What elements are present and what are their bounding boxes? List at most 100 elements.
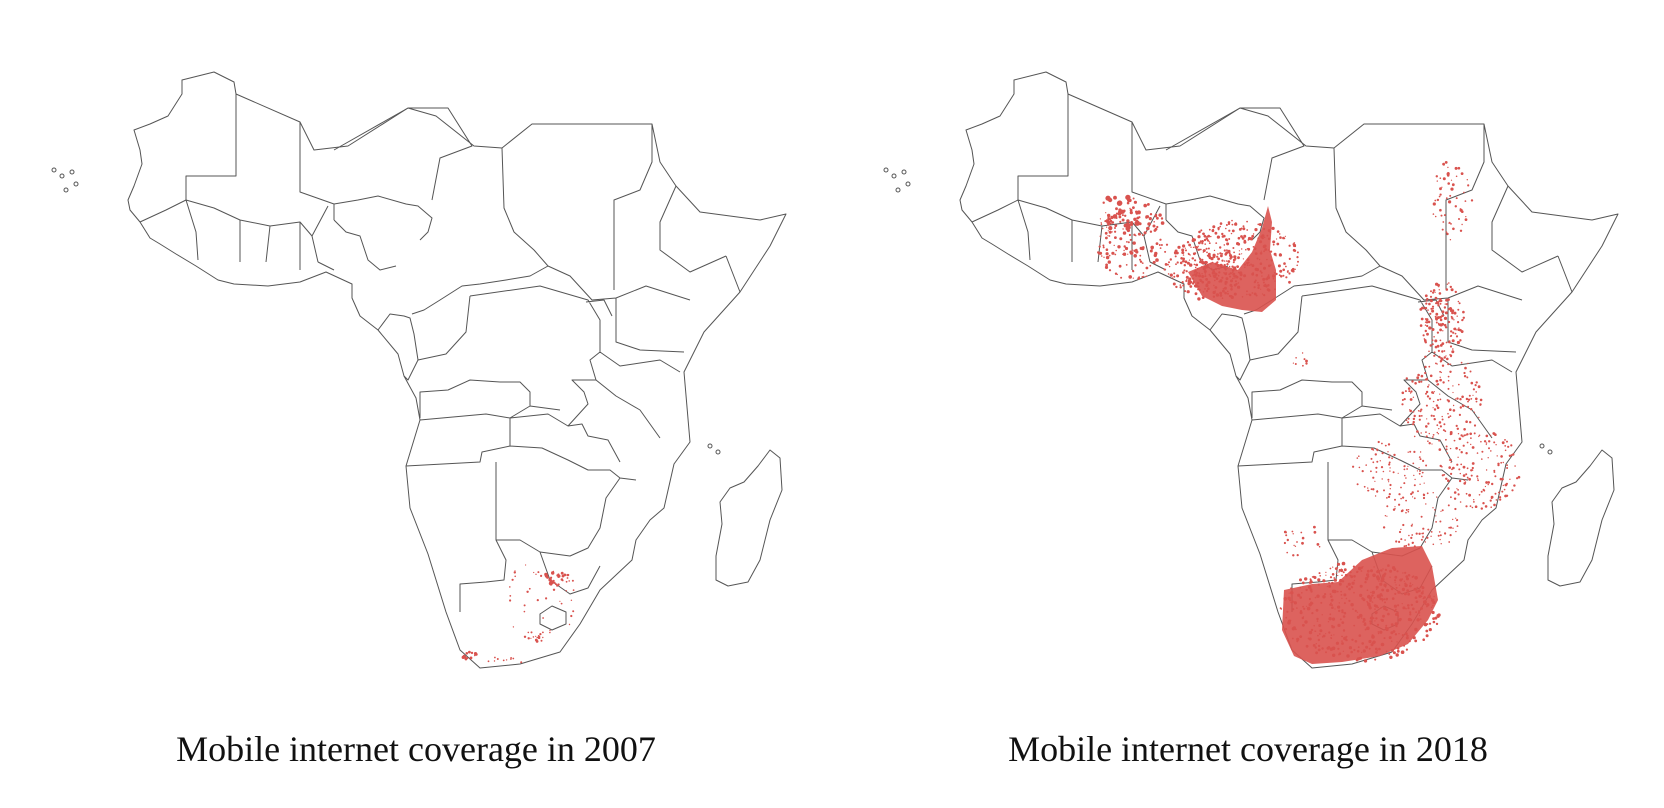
coverage-dot — [1234, 275, 1238, 278]
coverage-dot — [1206, 239, 1209, 242]
coverage-dot — [1463, 375, 1467, 378]
coverage-dot — [1224, 252, 1228, 256]
coverage-dot — [1198, 272, 1201, 275]
coverage-dot — [1368, 647, 1371, 650]
coverage-dot — [1383, 583, 1387, 587]
coverage-dot — [1405, 544, 1408, 547]
coverage-dot — [1334, 567, 1338, 570]
coverage-dot — [1420, 317, 1424, 321]
coverage-dot — [1105, 263, 1108, 267]
coverage-dot — [1195, 272, 1198, 275]
coverage-dot — [1217, 274, 1220, 277]
coverage-dot — [1154, 227, 1158, 231]
coverage-dot — [1197, 288, 1200, 291]
coverage-dot — [1418, 456, 1421, 458]
coverage-dot — [1383, 598, 1386, 601]
coverage-dot — [1441, 466, 1443, 468]
coverage-dot — [1201, 296, 1205, 299]
coverage-dot — [1107, 223, 1110, 226]
coverage-dot — [1287, 620, 1291, 625]
coverage-dot — [1292, 608, 1295, 611]
coverage-dot — [1438, 439, 1441, 442]
coverage-dot — [1374, 608, 1376, 610]
coverage-dot — [1407, 604, 1410, 607]
coverage-dot — [1466, 433, 1469, 436]
coverage-dot — [1303, 358, 1306, 361]
coverage-dot — [554, 583, 557, 586]
coverage-dot — [1403, 545, 1406, 548]
coverage-dot — [1413, 497, 1416, 500]
coverage-dot — [1510, 444, 1513, 447]
coverage-dot — [1334, 608, 1336, 610]
coverage-dot — [1445, 197, 1448, 200]
coverage-dot — [1308, 585, 1312, 589]
coverage-dot — [1422, 459, 1425, 462]
coverage-dot — [1449, 363, 1452, 365]
coverage-dot — [1154, 214, 1158, 218]
coverage-dot — [1504, 439, 1506, 441]
coverage-dot — [1188, 243, 1191, 247]
coverage-dot — [1376, 588, 1378, 591]
coverage-dot — [1446, 232, 1449, 236]
coverage-dot — [1449, 345, 1453, 348]
coverage-dot — [1445, 303, 1449, 306]
coverage-dot — [1110, 215, 1114, 220]
coverage-dot — [1272, 277, 1275, 280]
coverage-dot — [1435, 318, 1438, 321]
coverage-dot — [1384, 515, 1387, 517]
coverage-dot — [1246, 220, 1248, 223]
coverage-dot — [1272, 240, 1276, 244]
coverage-dot — [572, 589, 575, 591]
coverage-dot — [1370, 470, 1372, 473]
coverage-dot — [1439, 177, 1442, 179]
coverage-dot — [1501, 441, 1505, 445]
coverage-dot — [1219, 222, 1223, 225]
coverage-dot — [1107, 213, 1111, 218]
coverage-dot — [1382, 526, 1386, 529]
coverage-dot — [1113, 195, 1117, 200]
coverage-area — [1282, 546, 1438, 664]
coverage-dot — [1445, 298, 1448, 302]
coverage-dot — [1267, 274, 1270, 277]
coverage-dot — [1445, 341, 1448, 344]
coverage-dot — [1361, 651, 1363, 654]
coverage-dot — [1401, 603, 1403, 605]
coverage-dot — [1369, 622, 1372, 625]
coverage-dot — [1145, 266, 1149, 270]
coverage-dot — [1378, 580, 1380, 582]
coverage-dot — [1200, 266, 1203, 268]
coverage-dot — [1248, 264, 1251, 267]
coverage-dot — [1216, 235, 1220, 239]
coverage-dot — [1179, 286, 1182, 289]
coverage-dot — [1400, 486, 1402, 489]
coverage-dot — [1350, 603, 1354, 607]
coverage-dot — [509, 599, 512, 602]
coverage-dot — [511, 578, 514, 581]
coverage-dot — [1369, 599, 1372, 602]
coverage-dot — [1443, 423, 1446, 426]
coverage-dot — [1263, 244, 1267, 248]
coverage-dot — [1328, 581, 1330, 584]
coverage-dot — [1420, 408, 1423, 411]
coverage-dot — [1257, 286, 1260, 290]
coverage-dot — [1425, 300, 1428, 302]
coverage-dot — [537, 571, 540, 574]
coverage-dot — [1457, 328, 1461, 331]
coverage-dot — [1381, 588, 1385, 592]
coverage-dot — [1397, 590, 1401, 594]
coverage-dot — [1437, 433, 1440, 435]
coverage-dot — [1435, 379, 1439, 383]
coverage-dot — [530, 631, 533, 634]
coverage-dot — [1200, 260, 1204, 264]
coverage-dot — [1204, 249, 1206, 251]
coverage-dot — [1105, 212, 1107, 214]
coverage-dot — [1106, 220, 1111, 225]
coverage-dot — [1432, 213, 1435, 215]
coverage-dot — [546, 576, 549, 579]
coverage-dot — [1459, 208, 1463, 212]
coverage-dot — [1467, 184, 1470, 187]
coverage-dot — [1247, 236, 1252, 241]
coverage-dot — [1301, 352, 1304, 354]
coverage-dot — [1395, 584, 1397, 586]
coverage-dot — [1430, 290, 1432, 293]
